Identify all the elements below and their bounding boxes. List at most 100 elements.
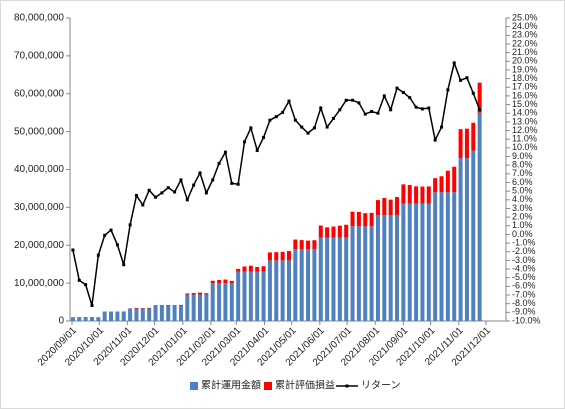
bar-gain bbox=[248, 265, 253, 272]
bar-invested bbox=[299, 249, 304, 321]
return-marker bbox=[154, 195, 158, 199]
bar-gain bbox=[204, 293, 209, 295]
return-marker bbox=[408, 96, 412, 100]
bar-gain bbox=[134, 307, 139, 309]
return-marker bbox=[173, 190, 177, 194]
bar-gain bbox=[274, 252, 279, 261]
bar-invested bbox=[293, 249, 298, 321]
return-marker bbox=[452, 61, 456, 65]
bar-invested bbox=[140, 308, 145, 321]
return-marker bbox=[262, 135, 266, 139]
bar-invested bbox=[255, 271, 260, 321]
bar-invested bbox=[248, 271, 253, 321]
return-marker bbox=[141, 203, 145, 207]
bar-invested bbox=[356, 226, 361, 321]
return-marker bbox=[84, 283, 88, 287]
return-marker bbox=[122, 263, 126, 267]
bar-gain bbox=[172, 305, 177, 306]
return-marker bbox=[312, 126, 316, 130]
y2-tick-label: 15.0% bbox=[512, 99, 538, 109]
return-marker bbox=[160, 191, 164, 195]
return-marker bbox=[115, 243, 119, 247]
bar-gain bbox=[217, 280, 222, 284]
return-marker bbox=[198, 171, 202, 175]
bar-gain bbox=[191, 292, 196, 295]
bar-gain bbox=[395, 197, 400, 215]
y2-tick-label: 1.0% bbox=[512, 220, 533, 230]
return-marker bbox=[249, 126, 253, 130]
bar-gain bbox=[198, 292, 203, 295]
return-marker bbox=[306, 131, 310, 135]
bar-gain bbox=[382, 197, 387, 215]
y2-tick-label: 20.0% bbox=[512, 56, 538, 66]
bar-gain bbox=[318, 225, 323, 238]
return-marker bbox=[90, 303, 94, 307]
bar-gain bbox=[166, 305, 171, 306]
y2-tick-label: -8.0% bbox=[512, 298, 536, 308]
bar-invested bbox=[229, 283, 234, 321]
bar-gain bbox=[337, 225, 342, 238]
y2-tick-label: 22.0% bbox=[512, 38, 538, 48]
bar-invested bbox=[166, 305, 171, 321]
return-marker bbox=[293, 118, 297, 122]
return-marker bbox=[166, 186, 170, 190]
y2-tick-label: 10.0% bbox=[512, 142, 538, 152]
y-tick-label: 20,000,000 bbox=[14, 240, 64, 251]
y2-tick-label: 5.0% bbox=[512, 186, 533, 196]
bar-gain bbox=[471, 122, 476, 151]
y2-tick-label: -9.0% bbox=[512, 307, 536, 317]
y2-tick-label: -3.0% bbox=[512, 255, 536, 265]
bar-invested bbox=[382, 214, 387, 321]
y2-tick-label: 6.0% bbox=[512, 177, 533, 187]
bar-invested bbox=[89, 317, 94, 321]
y-tick-label: 70,000,000 bbox=[14, 51, 64, 62]
bar-gain bbox=[356, 211, 361, 227]
bar-gain bbox=[286, 251, 291, 261]
bar-invested bbox=[121, 311, 126, 321]
bar-invested bbox=[236, 271, 241, 321]
y2-tick-label: -6.0% bbox=[512, 281, 536, 291]
bar-invested bbox=[388, 214, 393, 321]
return-marker bbox=[478, 108, 482, 112]
y2-tick-label: -10.0% bbox=[512, 315, 541, 325]
bar-invested bbox=[286, 260, 291, 321]
y2-tick-label: 7.0% bbox=[512, 168, 533, 178]
return-marker bbox=[185, 198, 189, 202]
bar-gain bbox=[242, 266, 247, 272]
y2-tick-label: 3.0% bbox=[512, 203, 533, 213]
bar-invested bbox=[96, 317, 101, 321]
bar-gain bbox=[229, 280, 234, 284]
y2-tick-label: 11.0% bbox=[512, 134, 537, 144]
y2-tick-label: -2.0% bbox=[512, 246, 536, 256]
bar-gain bbox=[433, 178, 438, 193]
y-tick-label: 50,000,000 bbox=[14, 126, 64, 137]
return-marker bbox=[268, 118, 272, 122]
return-marker bbox=[440, 125, 444, 129]
bar-gain bbox=[236, 268, 241, 272]
y2-tick-label: 12.0% bbox=[512, 125, 538, 135]
y-tick-label: 40,000,000 bbox=[14, 164, 64, 175]
y2-tick-label: 4.0% bbox=[512, 194, 533, 204]
y2-tick-label: -1.0% bbox=[512, 237, 536, 247]
bar-gain bbox=[280, 251, 285, 261]
legend-label: 累計運用金額 bbox=[201, 379, 261, 392]
legend-label: 累計評価損益 bbox=[275, 379, 335, 392]
bar-invested bbox=[363, 226, 368, 321]
bar-invested bbox=[172, 305, 177, 321]
bar-invested bbox=[464, 158, 469, 321]
return-marker bbox=[389, 108, 393, 112]
y2-tick-label: 2.0% bbox=[512, 211, 533, 221]
bar-gain bbox=[350, 211, 355, 227]
legend-swatch bbox=[190, 382, 198, 390]
bar-invested bbox=[426, 203, 431, 321]
return-marker bbox=[134, 193, 138, 197]
bar-invested bbox=[350, 226, 355, 321]
bar-invested bbox=[407, 203, 412, 321]
y2-tick-label: 13.0% bbox=[512, 116, 538, 126]
bar-invested bbox=[325, 237, 330, 321]
bar-invested bbox=[414, 203, 419, 321]
y2-tick-label: -7.0% bbox=[512, 289, 536, 299]
bar-invested bbox=[210, 283, 215, 321]
bar-gain bbox=[293, 239, 298, 250]
